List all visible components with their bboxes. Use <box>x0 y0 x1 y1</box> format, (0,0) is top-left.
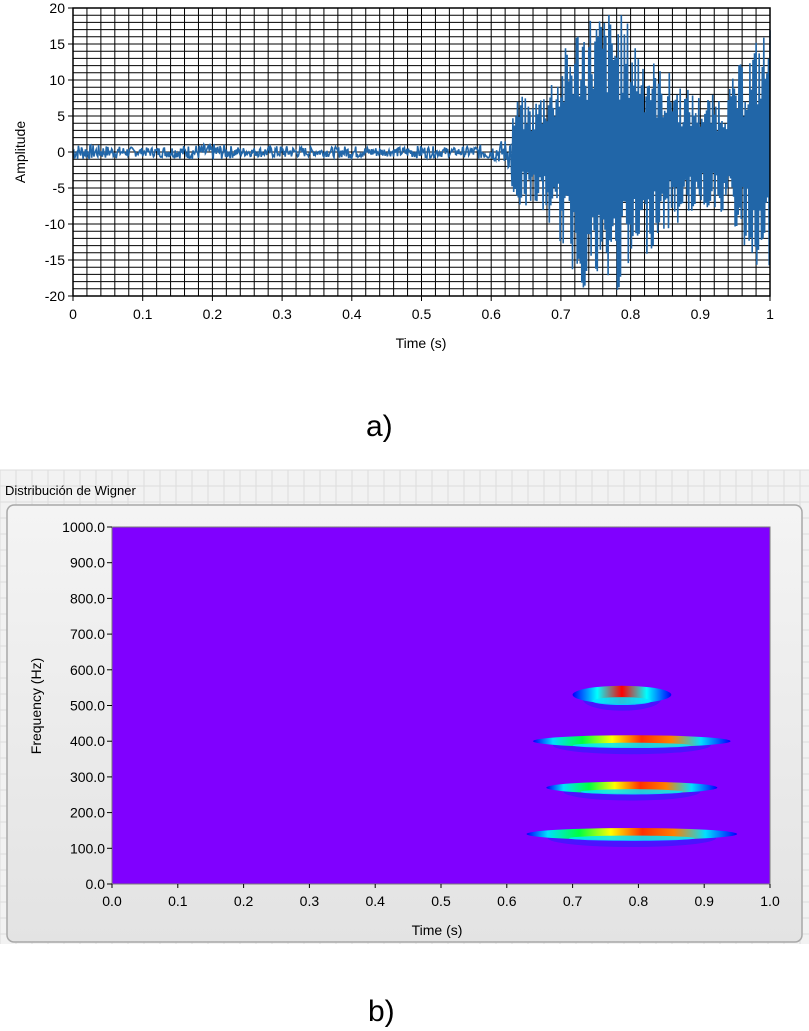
component-lower-band <box>580 789 684 795</box>
y-tick-label: 1000.0 <box>62 519 105 535</box>
signal-line <box>72 14 771 290</box>
x-ticks-a: 0 0.1 0.2 0.3 0.4 0.5 0.6 0.7 0.8 0.9 1 <box>69 296 774 322</box>
x-tick-label: 0.6 <box>497 893 517 909</box>
x-tick-label: 0.1 <box>133 306 153 322</box>
y-tick-label: 0 <box>57 144 65 160</box>
x-tick-label: 0.7 <box>563 893 583 909</box>
y-ticks-a: 20 15 10 5 0 -5 -10 -15 -20 <box>45 0 73 304</box>
y-tick-label: -5 <box>53 180 66 196</box>
caption-a: a) <box>366 410 393 443</box>
y-tick-label: 800.0 <box>70 590 105 606</box>
y-ticks-b: 1000.0 900.0 800.0 700.0 600.0 500.0 400.0 300.… <box>62 519 112 892</box>
x-tick-label: 0.8 <box>629 893 649 909</box>
y-tick-label: 200.0 <box>70 805 105 821</box>
x-tick-label: 0.5 <box>431 893 451 909</box>
y-tick-label: 15 <box>49 36 65 52</box>
y-tick-label: 5 <box>57 108 65 124</box>
x-tick-label: 0.1 <box>168 893 188 909</box>
x-tick-label: 0.3 <box>300 893 320 909</box>
x-tick-label: 1 <box>766 306 774 322</box>
x-axis-label-a: Time (s) <box>396 335 447 351</box>
y-tick-label: 10 <box>49 72 65 88</box>
y-tick-label: 500.0 <box>70 698 105 714</box>
caption-b: b) <box>368 995 395 1028</box>
x-tick-label: 0.9 <box>694 893 714 909</box>
component-lower-band <box>568 835 695 841</box>
x-tick-label: 0.4 <box>365 893 385 909</box>
x-tick-label: 0.7 <box>551 306 571 322</box>
component-lower-band <box>592 697 652 706</box>
y-tick-label: 700.0 <box>70 626 105 642</box>
x-ticks-b: 0.0 0.1 0.2 0.3 0.4 0.5 0.6 0.7 0.8 0.9 1.0 <box>102 884 780 909</box>
x-tick-label: 0.0 <box>102 893 122 909</box>
x-tick-label: 1.0 <box>760 893 780 909</box>
x-tick-label: 0.5 <box>412 306 432 322</box>
y-tick-label: 400.0 <box>70 733 105 749</box>
y-tick-label: 300.0 <box>70 769 105 785</box>
x-axis-label-b: Time (s) <box>412 922 463 938</box>
heatmap-area <box>112 527 770 884</box>
x-tick-label: 0.3 <box>272 306 292 322</box>
signal-series <box>72 14 771 290</box>
x-tick-label: 0.9 <box>691 306 711 322</box>
x-tick-label: 0.4 <box>342 306 362 322</box>
y-tick-label: -10 <box>45 216 65 232</box>
y-tick-label: 0.0 <box>86 876 106 892</box>
y-axis-label-b: Frequency (Hz) <box>28 658 44 754</box>
y-tick-label: 100.0 <box>70 840 105 856</box>
x-tick-label: 0.2 <box>234 893 254 909</box>
x-tick-label: 0.2 <box>203 306 223 322</box>
y-tick-label: 900.0 <box>70 555 105 571</box>
y-tick-label: -20 <box>45 288 65 304</box>
x-tick-label: 0.8 <box>621 306 641 322</box>
y-tick-label: 20 <box>49 0 65 16</box>
heatmap-components <box>526 685 738 848</box>
y-tick-label: -15 <box>45 252 65 268</box>
wigner-panel: Distribución de Wigner 0.0 0.1 0.2 0.3 0.4 0.… <box>0 469 809 944</box>
y-tick-label: 600.0 <box>70 662 105 678</box>
x-tick-label: 0 <box>69 306 77 322</box>
amplitude-chart: 0 0.1 0.2 0.3 0.4 0.5 0.6 0.7 0.8 0.9 1 20 15 10 5 0 -5… <box>12 0 774 351</box>
x-tick-label: 0.6 <box>481 306 501 322</box>
component-lower-band <box>572 742 692 749</box>
panel-title: Distribución de Wigner <box>5 483 136 498</box>
y-axis-label-a: Amplitude <box>12 121 28 183</box>
